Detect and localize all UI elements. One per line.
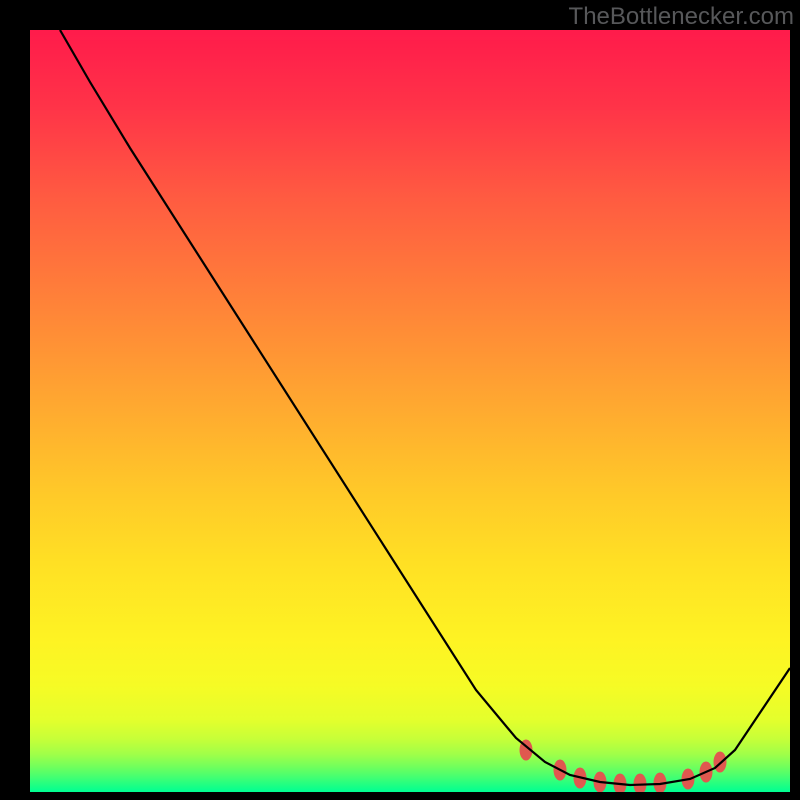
curve-marker — [714, 752, 727, 773]
plot-area — [30, 30, 790, 792]
curve-marker — [634, 774, 647, 793]
bottleneck-curve — [60, 30, 790, 785]
watermark-text: TheBottlenecker.com — [569, 3, 794, 31]
curve-layer — [30, 30, 790, 792]
